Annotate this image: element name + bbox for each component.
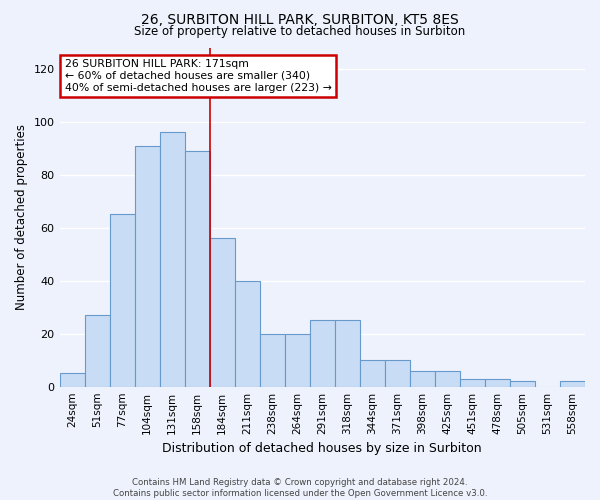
Text: 26, SURBITON HILL PARK, SURBITON, KT5 8ES: 26, SURBITON HILL PARK, SURBITON, KT5 8E… <box>141 12 459 26</box>
Bar <box>85 315 110 386</box>
Bar <box>460 378 485 386</box>
Bar <box>160 132 185 386</box>
Bar <box>209 238 235 386</box>
Bar <box>485 378 510 386</box>
Bar <box>285 334 310 386</box>
Bar <box>260 334 285 386</box>
Text: 26 SURBITON HILL PARK: 171sqm
← 60% of detached houses are smaller (340)
40% of : 26 SURBITON HILL PARK: 171sqm ← 60% of d… <box>65 60 332 92</box>
Bar <box>435 371 460 386</box>
Bar <box>134 146 160 386</box>
Bar <box>510 382 535 386</box>
Bar <box>385 360 410 386</box>
Bar <box>310 320 335 386</box>
Bar <box>235 280 260 386</box>
Text: Size of property relative to detached houses in Surbiton: Size of property relative to detached ho… <box>134 25 466 38</box>
Bar <box>59 374 85 386</box>
Bar <box>110 214 134 386</box>
Bar <box>185 151 209 386</box>
Bar <box>410 371 435 386</box>
Bar <box>335 320 360 386</box>
X-axis label: Distribution of detached houses by size in Surbiton: Distribution of detached houses by size … <box>163 442 482 455</box>
Text: Contains HM Land Registry data © Crown copyright and database right 2024.
Contai: Contains HM Land Registry data © Crown c… <box>113 478 487 498</box>
Bar <box>560 382 585 386</box>
Y-axis label: Number of detached properties: Number of detached properties <box>15 124 28 310</box>
Bar <box>360 360 385 386</box>
